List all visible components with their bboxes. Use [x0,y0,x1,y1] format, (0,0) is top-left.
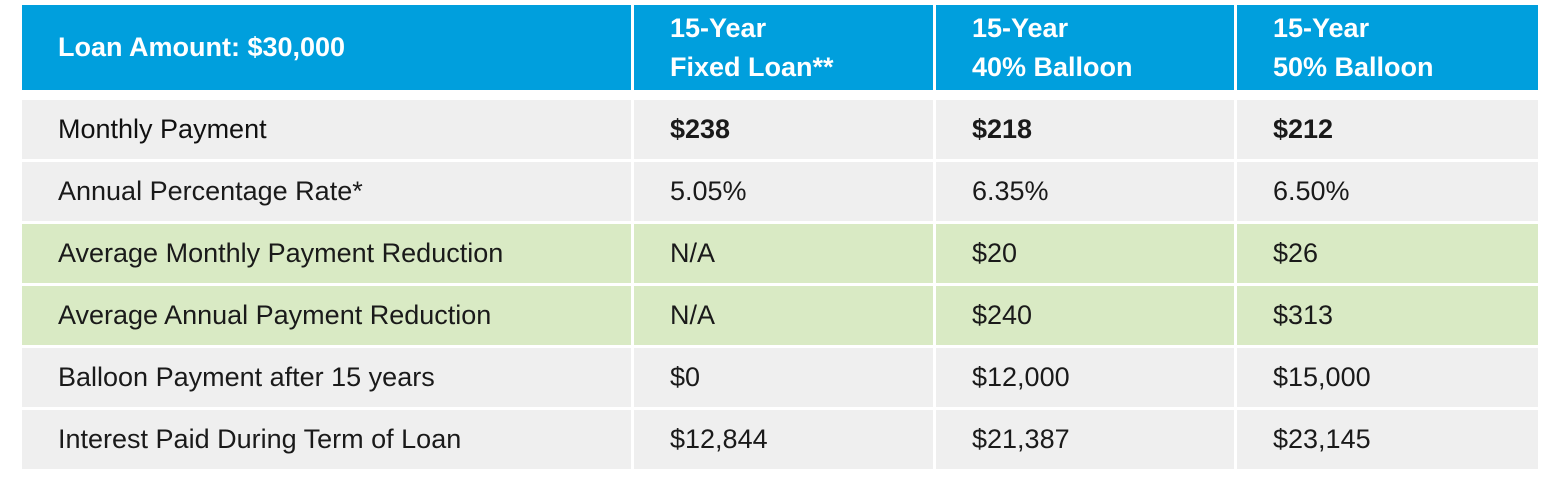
row-value: $23,145 [1237,410,1538,472]
loan-amount-label: Loan Amount: $30,000 [58,32,346,62]
row-value: $313 [1237,286,1538,348]
row-value: 6.50% [1237,162,1538,224]
column-header-40-balloon: 15-Year 40% Balloon [936,5,1237,90]
header-spacer [22,90,1538,100]
row-label: Average Monthly Payment Reduction [22,224,634,286]
row-value: N/A [634,286,936,348]
row-value: $26 [1237,224,1538,286]
column-header-fixed: 15-Year Fixed Loan** [634,5,936,90]
row-value: $218 [936,100,1237,162]
row-value: $212 [1237,100,1538,162]
row-value: 5.05% [634,162,936,224]
column-header-line1: 15-Year [670,12,767,43]
column-header-line2: 50% Balloon [1273,51,1434,82]
row-value: $240 [936,286,1237,348]
row-label: Annual Percentage Rate* [22,162,634,224]
row-label: Interest Paid During Term of Loan [22,410,634,472]
row-value: $0 [634,348,936,410]
table-row: Average Annual Payment Reduction N/A $24… [22,286,1538,348]
row-value: 6.35% [936,162,1237,224]
row-value: $238 [634,100,936,162]
table-row: Interest Paid During Term of Loan $12,84… [22,410,1538,472]
row-value: $21,387 [936,410,1237,472]
row-value: $12,000 [936,348,1237,410]
loan-amount-header: Loan Amount: $30,000 [22,5,634,90]
column-header-line2: Fixed Loan** [670,51,834,82]
row-label: Balloon Payment after 15 years [22,348,634,410]
row-label: Average Annual Payment Reduction [22,286,634,348]
row-value: $20 [936,224,1237,286]
row-label: Monthly Payment [22,100,634,162]
table-header-row: Loan Amount: $30,000 15-Year Fixed Loan*… [22,5,1538,90]
table-row: Balloon Payment after 15 years $0 $12,00… [22,348,1538,410]
table-row: Monthly Payment $238 $218 $212 [22,100,1538,162]
table-row: Annual Percentage Rate* 5.05% 6.35% 6.50… [22,162,1538,224]
column-header-line2: 40% Balloon [972,51,1133,82]
row-value: $15,000 [1237,348,1538,410]
row-value: $12,844 [634,410,936,472]
loan-comparison-table: Loan Amount: $30,000 15-Year Fixed Loan*… [22,5,1538,472]
row-value: N/A [634,224,936,286]
column-header-50-balloon: 15-Year 50% Balloon [1237,5,1538,90]
column-header-line1: 15-Year [1273,12,1370,43]
column-header-line1: 15-Year [972,12,1069,43]
table-row: Average Monthly Payment Reduction N/A $2… [22,224,1538,286]
